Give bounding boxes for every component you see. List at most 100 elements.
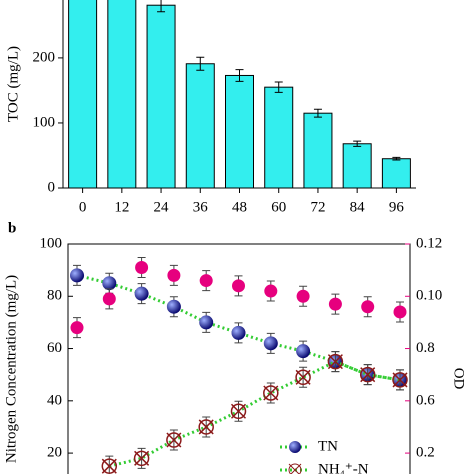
y-tick-label: 0 (48, 179, 56, 195)
x-tick-label: 0 (79, 199, 87, 215)
point (295, 369, 311, 386)
y-tick-label: 40 (47, 392, 62, 408)
marker-ring (263, 385, 279, 401)
point (134, 286, 149, 301)
marker-cross (166, 432, 182, 448)
legend-label: NH₄⁺-N (318, 461, 369, 474)
marker-cross (360, 367, 376, 383)
marker-cross (392, 372, 408, 388)
y2-tick-label: 0.12 (416, 235, 442, 251)
y-tick-label: 60 (47, 340, 62, 356)
bar (225, 74, 254, 189)
point (296, 289, 310, 303)
bar (381, 158, 411, 189)
x-tick-label: 96 (389, 199, 405, 215)
legend-marker-cross (288, 463, 302, 474)
point (199, 274, 213, 288)
point (101, 458, 118, 474)
marker-cross (327, 354, 343, 370)
marker-ring (133, 450, 150, 467)
y-tick-label: 100 (33, 114, 56, 130)
y2-tick-label: 0.10 (416, 288, 442, 304)
point (102, 276, 117, 291)
bar (303, 112, 333, 189)
point (328, 297, 342, 311)
x-tick-label: 12 (114, 199, 129, 215)
error-bar (196, 56, 205, 71)
error-bar (353, 140, 362, 147)
bar (107, 0, 137, 189)
panel-label: b (8, 220, 16, 236)
marker-cross (230, 403, 247, 419)
plot-frame (67, 243, 411, 474)
error-bar (235, 69, 244, 82)
y-axis-label: Nitrogen Concentration (mg/L) (3, 275, 19, 463)
y2-tick-label: 0.6 (416, 392, 435, 408)
marker-ring (101, 458, 118, 474)
point (296, 344, 311, 359)
error-bar (392, 156, 401, 161)
y-axis-label: TOC (mg/L) (5, 46, 21, 122)
point (166, 299, 181, 314)
point (198, 419, 214, 435)
y2-axis-label: OD (451, 368, 467, 390)
point (392, 372, 408, 388)
point (167, 268, 181, 282)
marker-ring (166, 432, 182, 448)
point (166, 432, 182, 448)
point (327, 353, 344, 370)
error-bar (274, 81, 283, 93)
legend-label: TN (318, 438, 338, 454)
bar (185, 63, 215, 189)
point (231, 325, 246, 340)
y2-tick-label: 0.8 (416, 340, 435, 356)
marker-ring (359, 366, 376, 383)
marker-ring (198, 419, 214, 435)
x-tick-label: 72 (310, 199, 325, 215)
bar (264, 86, 294, 189)
x-tick-label: 60 (271, 199, 286, 215)
x-tick-label: 48 (232, 199, 247, 215)
point (133, 450, 150, 467)
marker-ring (327, 353, 344, 370)
x-tick-label: 84 (350, 199, 366, 215)
marker-cross (134, 450, 150, 466)
legend-marker (289, 441, 301, 453)
marker-cross (295, 369, 311, 385)
x-tick-label: 24 (154, 199, 170, 215)
y-tick-label: 100 (40, 235, 63, 251)
point (232, 279, 245, 293)
y-tick-label: 20 (47, 445, 62, 461)
marker-ring (230, 403, 247, 420)
y-tick-label: 80 (47, 288, 62, 304)
marker-cross (198, 419, 214, 435)
error-bar (313, 108, 322, 118)
x-tick-label: 36 (193, 199, 209, 215)
point (70, 268, 84, 283)
point (359, 366, 376, 383)
legend-marker (288, 463, 302, 474)
marker-cross (263, 385, 279, 401)
marker-ring (295, 369, 311, 386)
point (199, 315, 214, 330)
point (263, 336, 278, 351)
point (70, 321, 84, 335)
fit-line (108, 359, 401, 468)
bar (146, 4, 176, 189)
bars (68, 0, 411, 189)
point (102, 292, 116, 306)
point (264, 284, 278, 298)
point (361, 300, 375, 314)
marker-ring (392, 372, 408, 388)
point (263, 385, 279, 401)
bar (68, 0, 98, 189)
point (135, 261, 149, 275)
point (393, 305, 407, 319)
y2-tick-label: 0.2 (416, 445, 435, 461)
bar (342, 143, 372, 189)
y-tick-label: 200 (33, 49, 56, 65)
marker-cross (101, 458, 117, 474)
point (230, 403, 247, 420)
error-bar (157, 0, 166, 13)
